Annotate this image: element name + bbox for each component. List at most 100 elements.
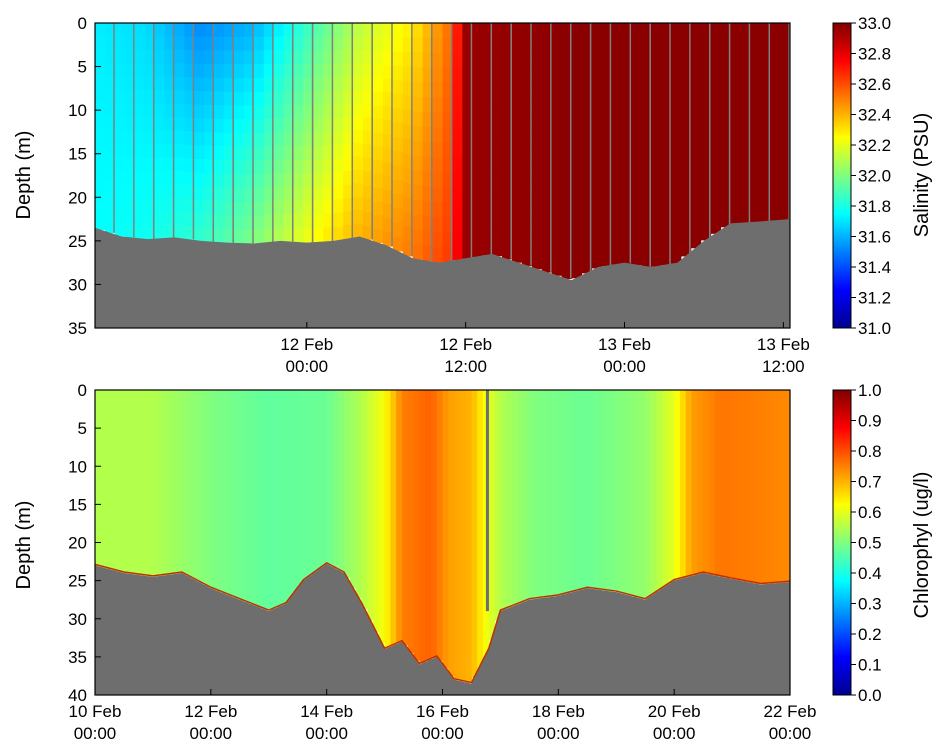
salinity-cell bbox=[224, 77, 235, 93]
salinity-cell bbox=[313, 105, 324, 120]
salinity-cell bbox=[432, 37, 444, 54]
colorbar-tick-label: 0.2 bbox=[858, 625, 882, 644]
chlorophyl-column bbox=[512, 390, 519, 606]
salinity-cell bbox=[253, 174, 265, 189]
chlorophyl-column bbox=[262, 390, 270, 610]
salinity-cell bbox=[154, 103, 166, 118]
salinity-cell bbox=[780, 108, 790, 122]
salinity-cell bbox=[184, 50, 195, 65]
salinity-cell bbox=[442, 97, 454, 113]
salinity-cell bbox=[382, 190, 394, 205]
salinity-cell bbox=[571, 150, 583, 167]
chlorophyl-seabed bbox=[95, 563, 790, 695]
salinity-cell bbox=[204, 200, 215, 215]
salinity-cell bbox=[462, 96, 473, 112]
salinity-cell bbox=[492, 110, 503, 126]
salinity-cell bbox=[283, 200, 295, 215]
salinity-cell bbox=[581, 101, 593, 118]
salinity-cell bbox=[651, 159, 662, 176]
y-tick-label: 5 bbox=[78, 419, 87, 438]
y-tick-label: 5 bbox=[78, 58, 87, 77]
salinity-cell bbox=[243, 105, 255, 120]
salinity-cell bbox=[124, 63, 136, 78]
cast-gap bbox=[788, 23, 790, 220]
salinity-cell bbox=[442, 186, 454, 203]
y-tick-label: 15 bbox=[68, 145, 87, 164]
salinity-cell bbox=[631, 204, 642, 220]
salinity-cell bbox=[780, 207, 790, 221]
salinity-cell bbox=[134, 171, 146, 186]
chlorophyl-column bbox=[471, 390, 478, 678]
salinity-cell bbox=[551, 117, 563, 134]
salinity-cell bbox=[651, 190, 662, 206]
salinity-cell bbox=[283, 50, 295, 65]
salinity-cell bbox=[442, 52, 454, 69]
salinity-cell bbox=[740, 97, 751, 111]
salinity-cell bbox=[740, 147, 751, 161]
salinity-cell bbox=[124, 76, 136, 91]
y-tick-label: 20 bbox=[68, 534, 87, 553]
chlorophyl-column bbox=[135, 390, 142, 575]
salinity-cell bbox=[690, 51, 702, 66]
salinity-cell bbox=[521, 189, 533, 206]
salinity-cell bbox=[422, 52, 434, 69]
salinity-cell bbox=[184, 131, 195, 146]
chlorophyl-column bbox=[662, 390, 669, 587]
chlorophyl-column bbox=[303, 390, 310, 579]
salinity-cell bbox=[670, 52, 682, 69]
salinity-cell bbox=[631, 173, 642, 190]
salinity-cell bbox=[104, 206, 116, 221]
salinity-cell bbox=[402, 95, 414, 111]
salinity-cell bbox=[760, 208, 771, 222]
salinity-cell bbox=[412, 23, 424, 39]
salinity-cell bbox=[283, 173, 295, 188]
x-tick-label: 00:00 bbox=[286, 357, 329, 376]
salinity-cell bbox=[780, 47, 790, 61]
salinity-cell bbox=[452, 52, 463, 68]
salinity-cell bbox=[472, 183, 483, 199]
chlorophyl-column bbox=[245, 390, 252, 604]
salinity-cell bbox=[482, 167, 493, 183]
chlorophyl-column bbox=[691, 390, 698, 576]
salinity-cell bbox=[641, 98, 652, 115]
salinity-cell bbox=[333, 77, 344, 92]
x-tick-label: 10 Feb bbox=[69, 702, 122, 721]
salinity-cell bbox=[482, 196, 493, 212]
chlorophyl-column bbox=[569, 390, 577, 593]
salinity-cell bbox=[551, 38, 563, 56]
salinity-cell bbox=[164, 90, 176, 105]
salinity-cell bbox=[472, 227, 483, 243]
salinity-cell bbox=[204, 173, 215, 188]
salinity-cell bbox=[333, 199, 344, 214]
salinity-cell bbox=[184, 158, 195, 173]
salinity-cell bbox=[124, 103, 136, 118]
salinity-cell bbox=[770, 59, 781, 73]
salinity-cell bbox=[422, 186, 434, 202]
salinity-cell bbox=[224, 160, 235, 175]
salinity-cell bbox=[333, 185, 344, 200]
salinity-cell bbox=[382, 120, 394, 136]
salinity-cell bbox=[402, 241, 414, 257]
salinity-cell bbox=[561, 38, 573, 56]
salinity-cell bbox=[373, 105, 384, 120]
salinity-cell bbox=[660, 158, 672, 175]
salinity-cell bbox=[402, 183, 414, 199]
salinity-cell bbox=[392, 193, 404, 209]
salinity-cell bbox=[512, 172, 523, 188]
chlorophyl-column bbox=[552, 390, 559, 597]
salinity-cell bbox=[512, 112, 523, 129]
salinity-cell bbox=[154, 130, 166, 145]
salinity-cell bbox=[571, 23, 583, 40]
salinity-cell bbox=[512, 157, 523, 174]
chlorophyl-column bbox=[210, 390, 218, 590]
salinity-cell bbox=[224, 105, 235, 120]
salinity-cell bbox=[512, 82, 523, 99]
salinity-cell bbox=[730, 135, 741, 149]
salinity-cell bbox=[462, 67, 473, 83]
salinity-cell bbox=[95, 61, 106, 76]
x-tick-label: 14 Feb bbox=[300, 702, 353, 721]
salinity-cell bbox=[303, 105, 315, 120]
salinity-cell bbox=[641, 129, 652, 146]
salinity-cell bbox=[104, 180, 116, 194]
salinity-cell bbox=[412, 96, 424, 113]
